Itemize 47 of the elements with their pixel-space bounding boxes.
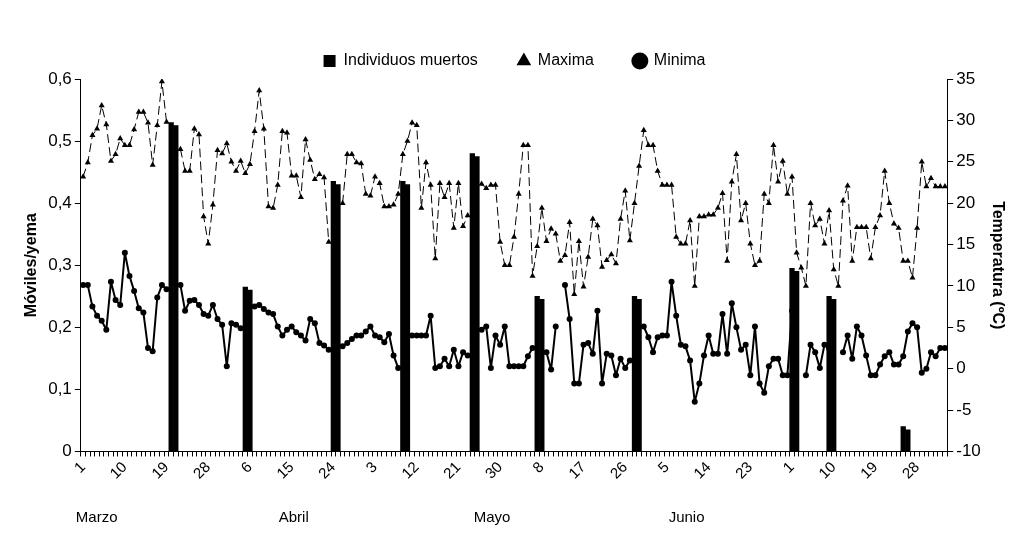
legend-label: Minima — [653, 51, 706, 69]
y-tick-label: 0,5 — [48, 130, 72, 150]
text: Junio — [668, 508, 705, 525]
y-tick-label: 0,3 — [48, 254, 72, 274]
x-tick-label: 1 — [779, 457, 798, 476]
x-tick-label: 15 — [272, 457, 297, 482]
text: Abril — [278, 508, 309, 525]
y2-tick-label: 20 — [956, 192, 976, 212]
x-tick-label: 28 — [189, 457, 214, 482]
x-tick-label: 19 — [147, 457, 172, 482]
y-tick-label: 0,6 — [48, 68, 72, 88]
x-tick-label: 8 — [528, 457, 547, 476]
y2-tick-label: 35 — [956, 68, 976, 88]
text: Marzo — [75, 508, 118, 525]
x-tick-label: 14 — [689, 457, 714, 482]
y2-tick-label: 0 — [956, 358, 966, 378]
y2-axis-title: Temperatura (ºC) — [989, 201, 1007, 330]
x-tick-label: 12 — [397, 457, 422, 482]
x-tick-label: 19 — [856, 457, 881, 482]
x-tick-label: 1 — [70, 457, 89, 476]
x-tick-label: 23 — [731, 457, 756, 482]
y2-tick-label: 10 — [956, 275, 976, 295]
x-tick-label: 5 — [654, 457, 672, 476]
y-tick-label: 0 — [62, 441, 72, 461]
x-tick-label: 10 — [814, 457, 839, 482]
y-tick-label: 0,1 — [48, 379, 72, 399]
x-tick-label: 21 — [439, 457, 464, 482]
x-tick-label: 24 — [314, 457, 339, 482]
text: Mayo — [473, 508, 511, 525]
x-tick-label: 30 — [481, 457, 506, 482]
y2-tick-label: -5 — [956, 399, 972, 419]
y2-tick-label: 30 — [956, 110, 976, 130]
y2-tick-label: 5 — [956, 317, 966, 336]
legend-label: Maxima — [537, 51, 594, 69]
x-tick-label: 28 — [898, 457, 923, 482]
x-tick-label: 10 — [106, 457, 130, 482]
y2-tick-label: 15 — [956, 234, 976, 254]
y-tick-label: 0,2 — [48, 317, 72, 336]
x-tick-label: 6 — [237, 457, 255, 476]
legend-label: Individuos muertos — [343, 51, 478, 69]
x-tick-label: 26 — [606, 457, 631, 482]
y-tick-label: 0,4 — [48, 192, 72, 212]
y2-tick-label: -10 — [956, 441, 981, 461]
y2-tick-label: 25 — [956, 151, 976, 171]
x-tick-label: 17 — [564, 457, 589, 482]
x-tick-label: 3 — [362, 457, 381, 476]
y-axis-title: Móviles/yema — [22, 213, 40, 318]
